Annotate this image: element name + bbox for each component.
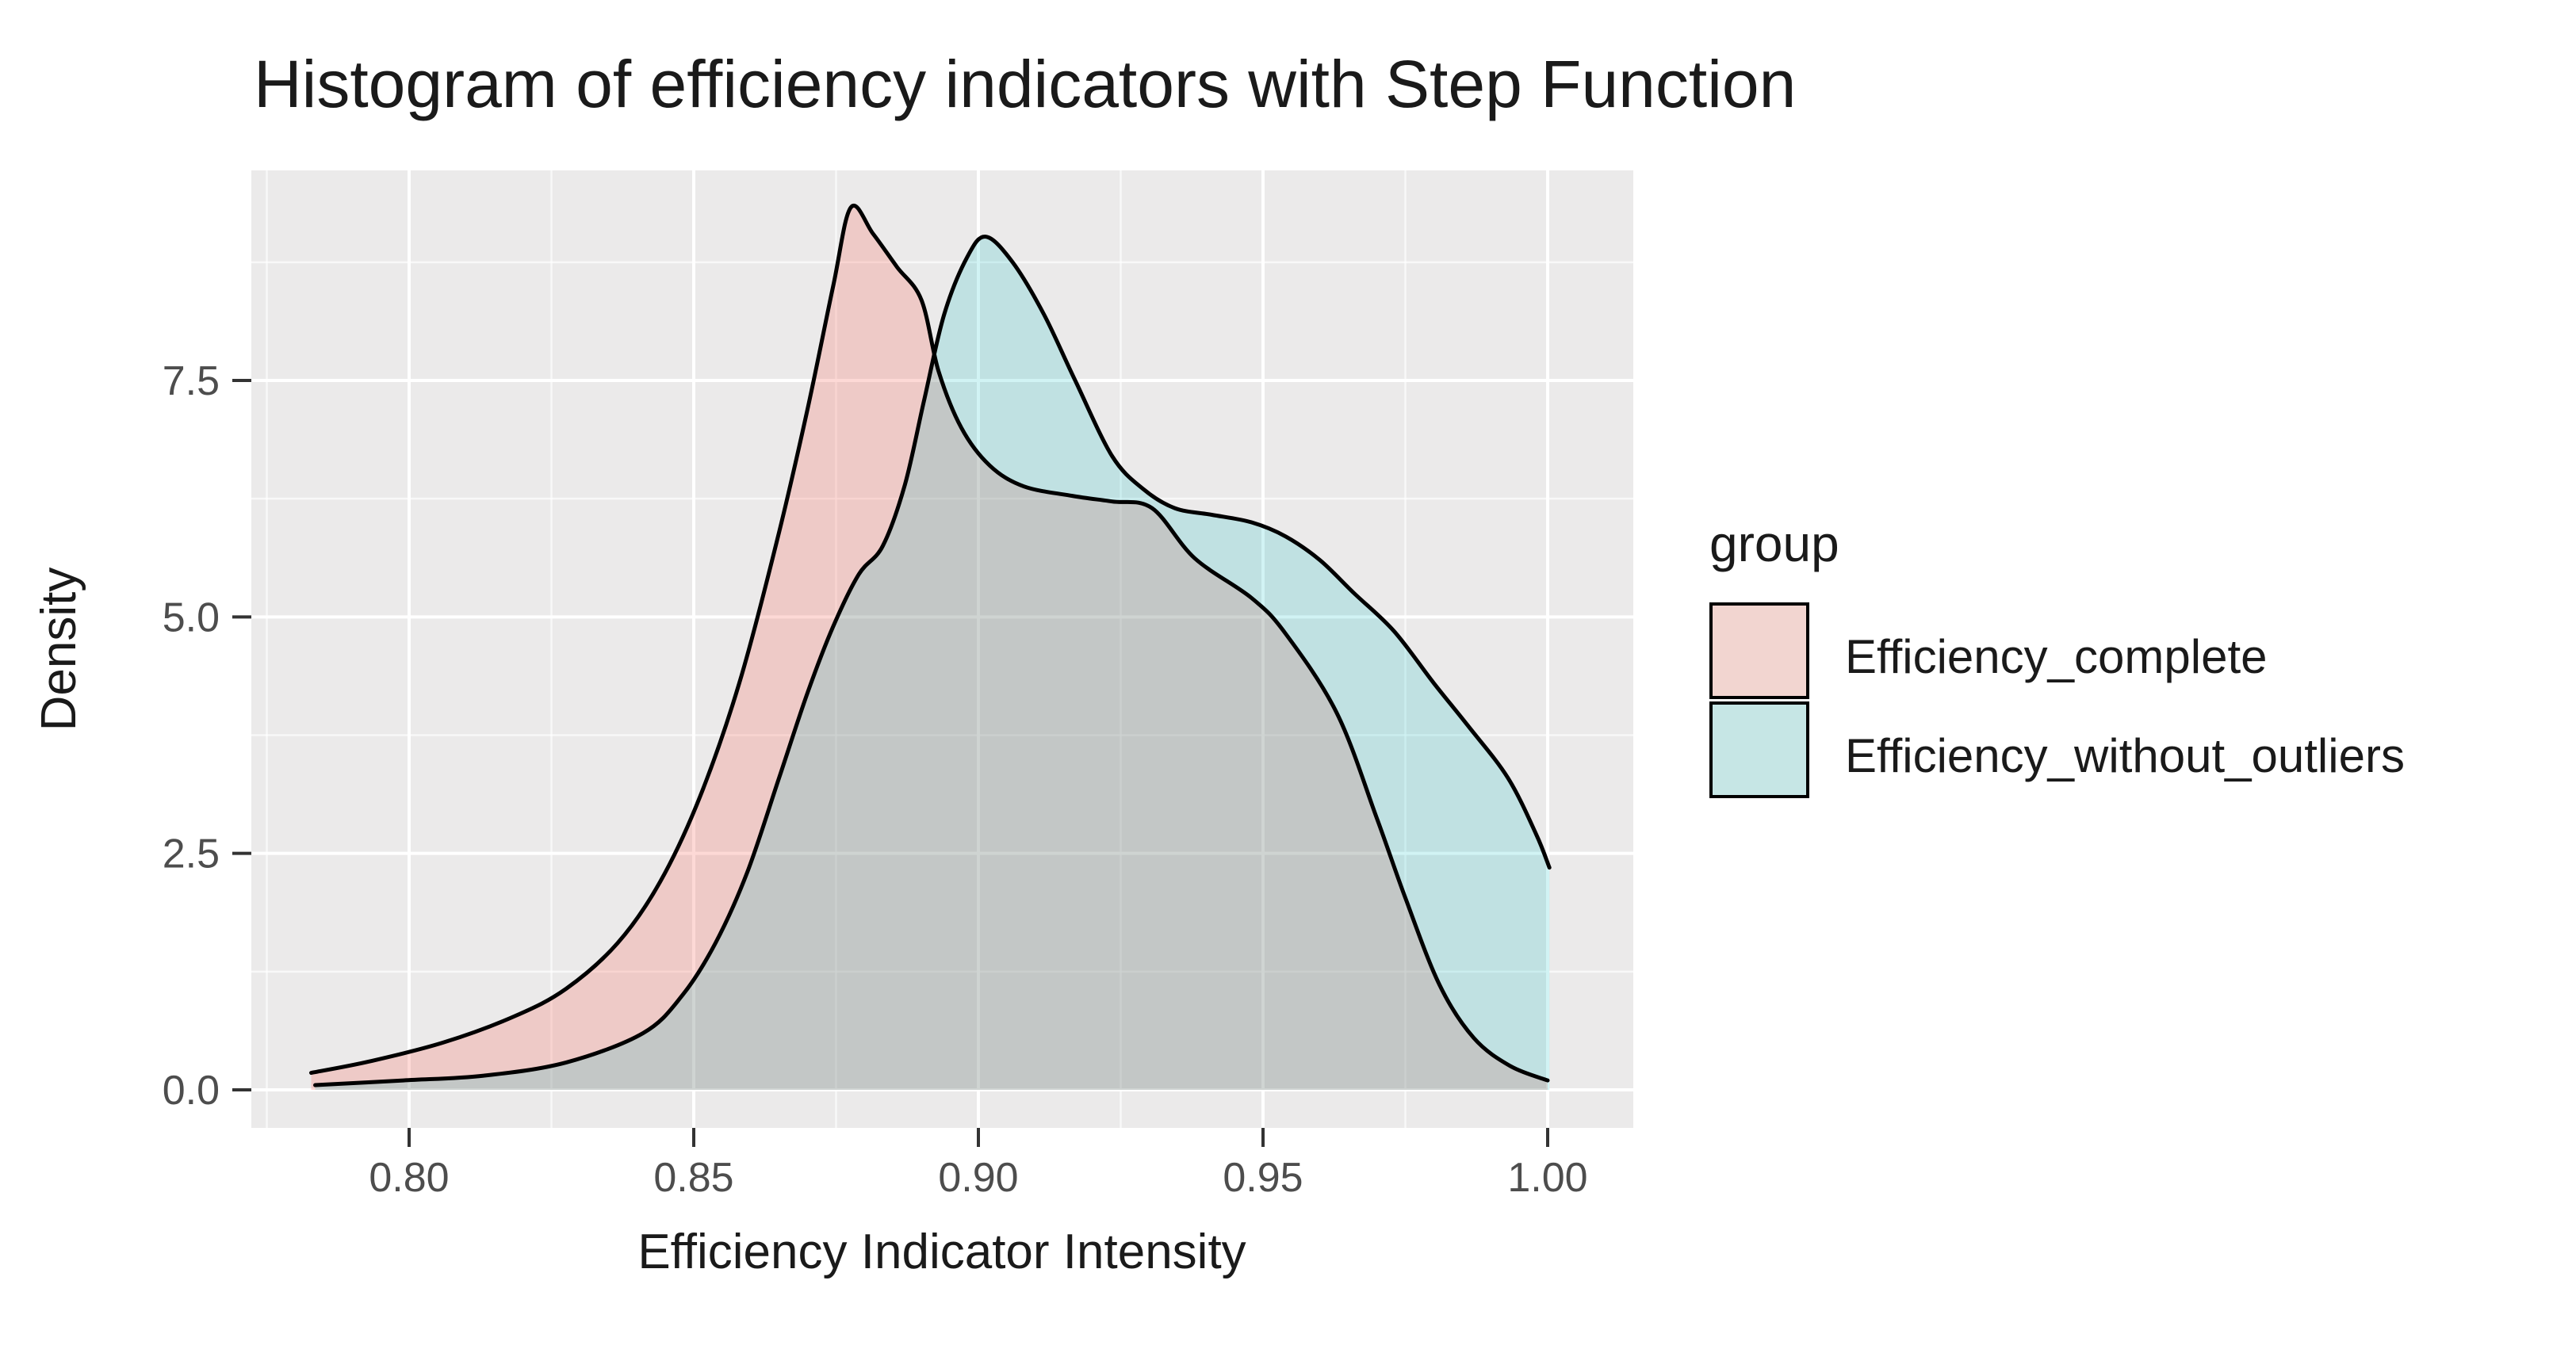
- x-tick-label-1.00: 1.00: [1507, 1155, 1587, 1201]
- legend-swatch-efficiency-complete[interactable]: [1709, 602, 1809, 699]
- y-axis-tick-labels: 0.0 2.5 5.0 7.5: [163, 358, 220, 1114]
- series-outline-efficiency_without_outliers: [313, 235, 1552, 1087]
- legend-label-efficiency-without-outliers[interactable]: Efficiency_without_outliers: [1845, 729, 2405, 782]
- legend: group Efficiency_complete Efficiency_wit…: [1709, 515, 2405, 798]
- series-area-efficiency_complete: [311, 205, 1548, 1090]
- legend-title: group: [1709, 515, 1839, 572]
- y-tick-label-2.5: 2.5: [163, 831, 220, 877]
- x-axis-tick-labels: 0.80 0.85 0.90 0.95 1.00: [369, 1155, 1587, 1201]
- gridlines-major: [251, 170, 1633, 1128]
- gridlines-minor: [251, 170, 1633, 1128]
- chart-title: Histogram of efficiency indicators with …: [254, 47, 1796, 121]
- x-tick-label-0.95: 0.95: [1223, 1155, 1303, 1201]
- series-outline-efficiency_complete: [309, 203, 1550, 1083]
- series-area-efficiency_without_outliers: [315, 236, 1550, 1091]
- y-tick-label-0.0: 0.0: [163, 1068, 220, 1114]
- y-axis-title: Density: [32, 568, 86, 732]
- density-areas: [309, 203, 1552, 1091]
- x-tick-label-0.80: 0.80: [369, 1155, 449, 1201]
- axis-tick-marks: [232, 379, 1549, 1147]
- legend-swatch-efficiency-without-outliers[interactable]: [1709, 701, 1809, 798]
- x-axis-title: Efficiency Indicator Intensity: [637, 1225, 1246, 1279]
- x-tick-label-0.85: 0.85: [653, 1155, 733, 1201]
- x-tick-label-0.90: 0.90: [938, 1155, 1018, 1201]
- legend-label-efficiency-complete[interactable]: Efficiency_complete: [1845, 630, 2268, 683]
- y-tick-label-5.0: 5.0: [163, 594, 220, 640]
- y-tick-label-7.5: 7.5: [163, 358, 220, 404]
- plot-panel: [251, 170, 1633, 1128]
